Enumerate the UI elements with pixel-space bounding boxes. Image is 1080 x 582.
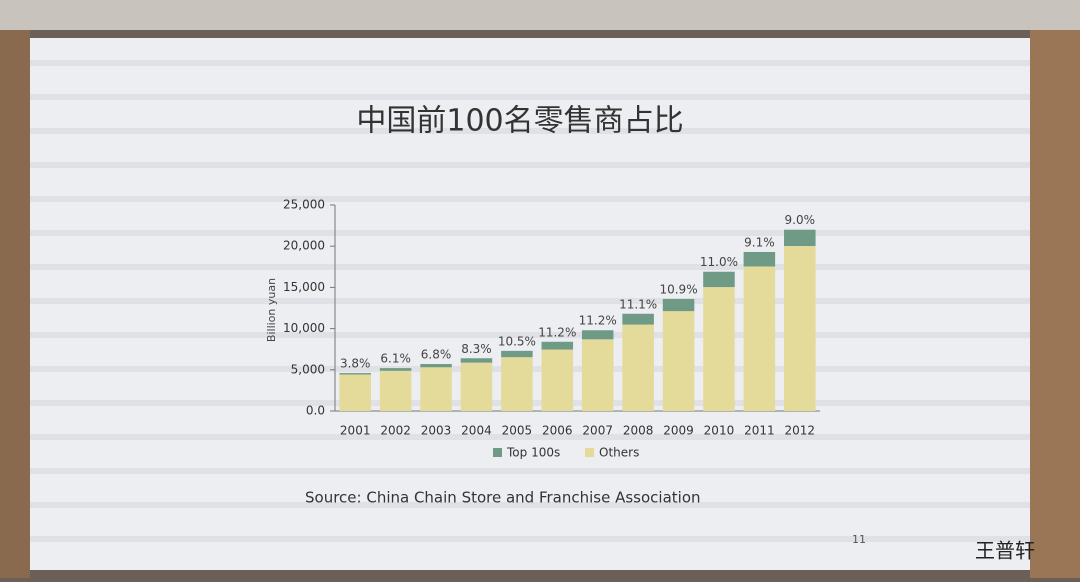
y-tick-label: 10,000 — [283, 321, 325, 335]
bar-segment — [541, 349, 574, 411]
bar-segment — [784, 246, 816, 411]
x-tick-label: 2010 — [704, 424, 735, 438]
legend-swatch — [493, 448, 502, 457]
x-tick-label: 2009 — [663, 424, 694, 438]
x-tick-label: 2005 — [502, 424, 533, 438]
bar-segment — [339, 373, 371, 375]
bar-segment — [662, 298, 695, 312]
x-tick-label: 2006 — [542, 424, 573, 438]
share-label: 11.1% — [619, 297, 657, 311]
bar-segment — [501, 350, 533, 358]
share-label: 9.1% — [744, 235, 775, 249]
bar-segment — [743, 251, 776, 267]
y-tick-label: 0.0 — [306, 404, 325, 418]
bar-segment — [703, 287, 735, 411]
bar-segment — [784, 229, 816, 247]
y-tick-label: 5,000 — [291, 362, 325, 376]
bar-segment — [460, 358, 493, 363]
source: Source: China Chain Store and Franchise … — [305, 489, 701, 507]
share-label: 9.0% — [785, 213, 816, 227]
x-tick-label: 2008 — [623, 424, 654, 438]
legend-swatch — [585, 448, 594, 457]
bar-segment — [339, 374, 371, 411]
bar-segment — [379, 368, 412, 371]
bar-segment — [662, 311, 695, 411]
x-tick-label: 2003 — [421, 424, 452, 438]
bar-segment — [581, 339, 614, 411]
y-tick-label: 20,000 — [283, 239, 325, 253]
share-label: 3.8% — [340, 357, 371, 371]
wall-left — [0, 30, 30, 578]
bar-segment — [379, 370, 412, 411]
share-label: 11.2% — [579, 314, 617, 328]
bar-segment — [501, 357, 533, 411]
share-label: 11.0% — [700, 255, 738, 269]
page-number: 11 — [852, 533, 866, 546]
bar-segment — [420, 364, 452, 368]
legend-label: Top 100s — [506, 446, 560, 460]
share-label: 6.1% — [380, 352, 411, 366]
bar-segment — [581, 330, 614, 340]
x-tick-label: 2012 — [785, 424, 816, 438]
share-label: 10.9% — [659, 282, 697, 296]
x-tick-label: 2007 — [582, 424, 613, 438]
share-label: 10.5% — [498, 334, 536, 348]
x-tick-label: 2011 — [744, 424, 775, 438]
share-label: 8.3% — [461, 342, 492, 356]
bar-segment — [703, 271, 735, 288]
y-tick-label: 15,000 — [283, 280, 325, 294]
bar-segment — [622, 324, 654, 411]
legend-label: Others — [599, 446, 639, 460]
wall-right — [1030, 30, 1080, 578]
share-label: 11.2% — [538, 325, 576, 339]
bar-segment — [420, 367, 452, 411]
bar-segment — [541, 341, 574, 350]
share-label: 6.8% — [421, 348, 452, 362]
watermark: 王普轩 — [975, 539, 1035, 563]
y-tick-label: 25,000 — [283, 198, 325, 212]
x-tick-label: 2002 — [380, 424, 411, 438]
x-tick-label: 2001 — [340, 424, 371, 438]
bar-segment — [460, 362, 493, 411]
chart-title: 中国前100名零售商占比 — [356, 104, 683, 139]
slide — [30, 38, 1030, 570]
x-tick-label: 2004 — [461, 424, 492, 438]
ceiling — [0, 0, 1080, 30]
y-axis-label: Billion yuan — [265, 278, 278, 342]
bar-segment — [622, 313, 654, 325]
bar-segment — [743, 266, 776, 411]
